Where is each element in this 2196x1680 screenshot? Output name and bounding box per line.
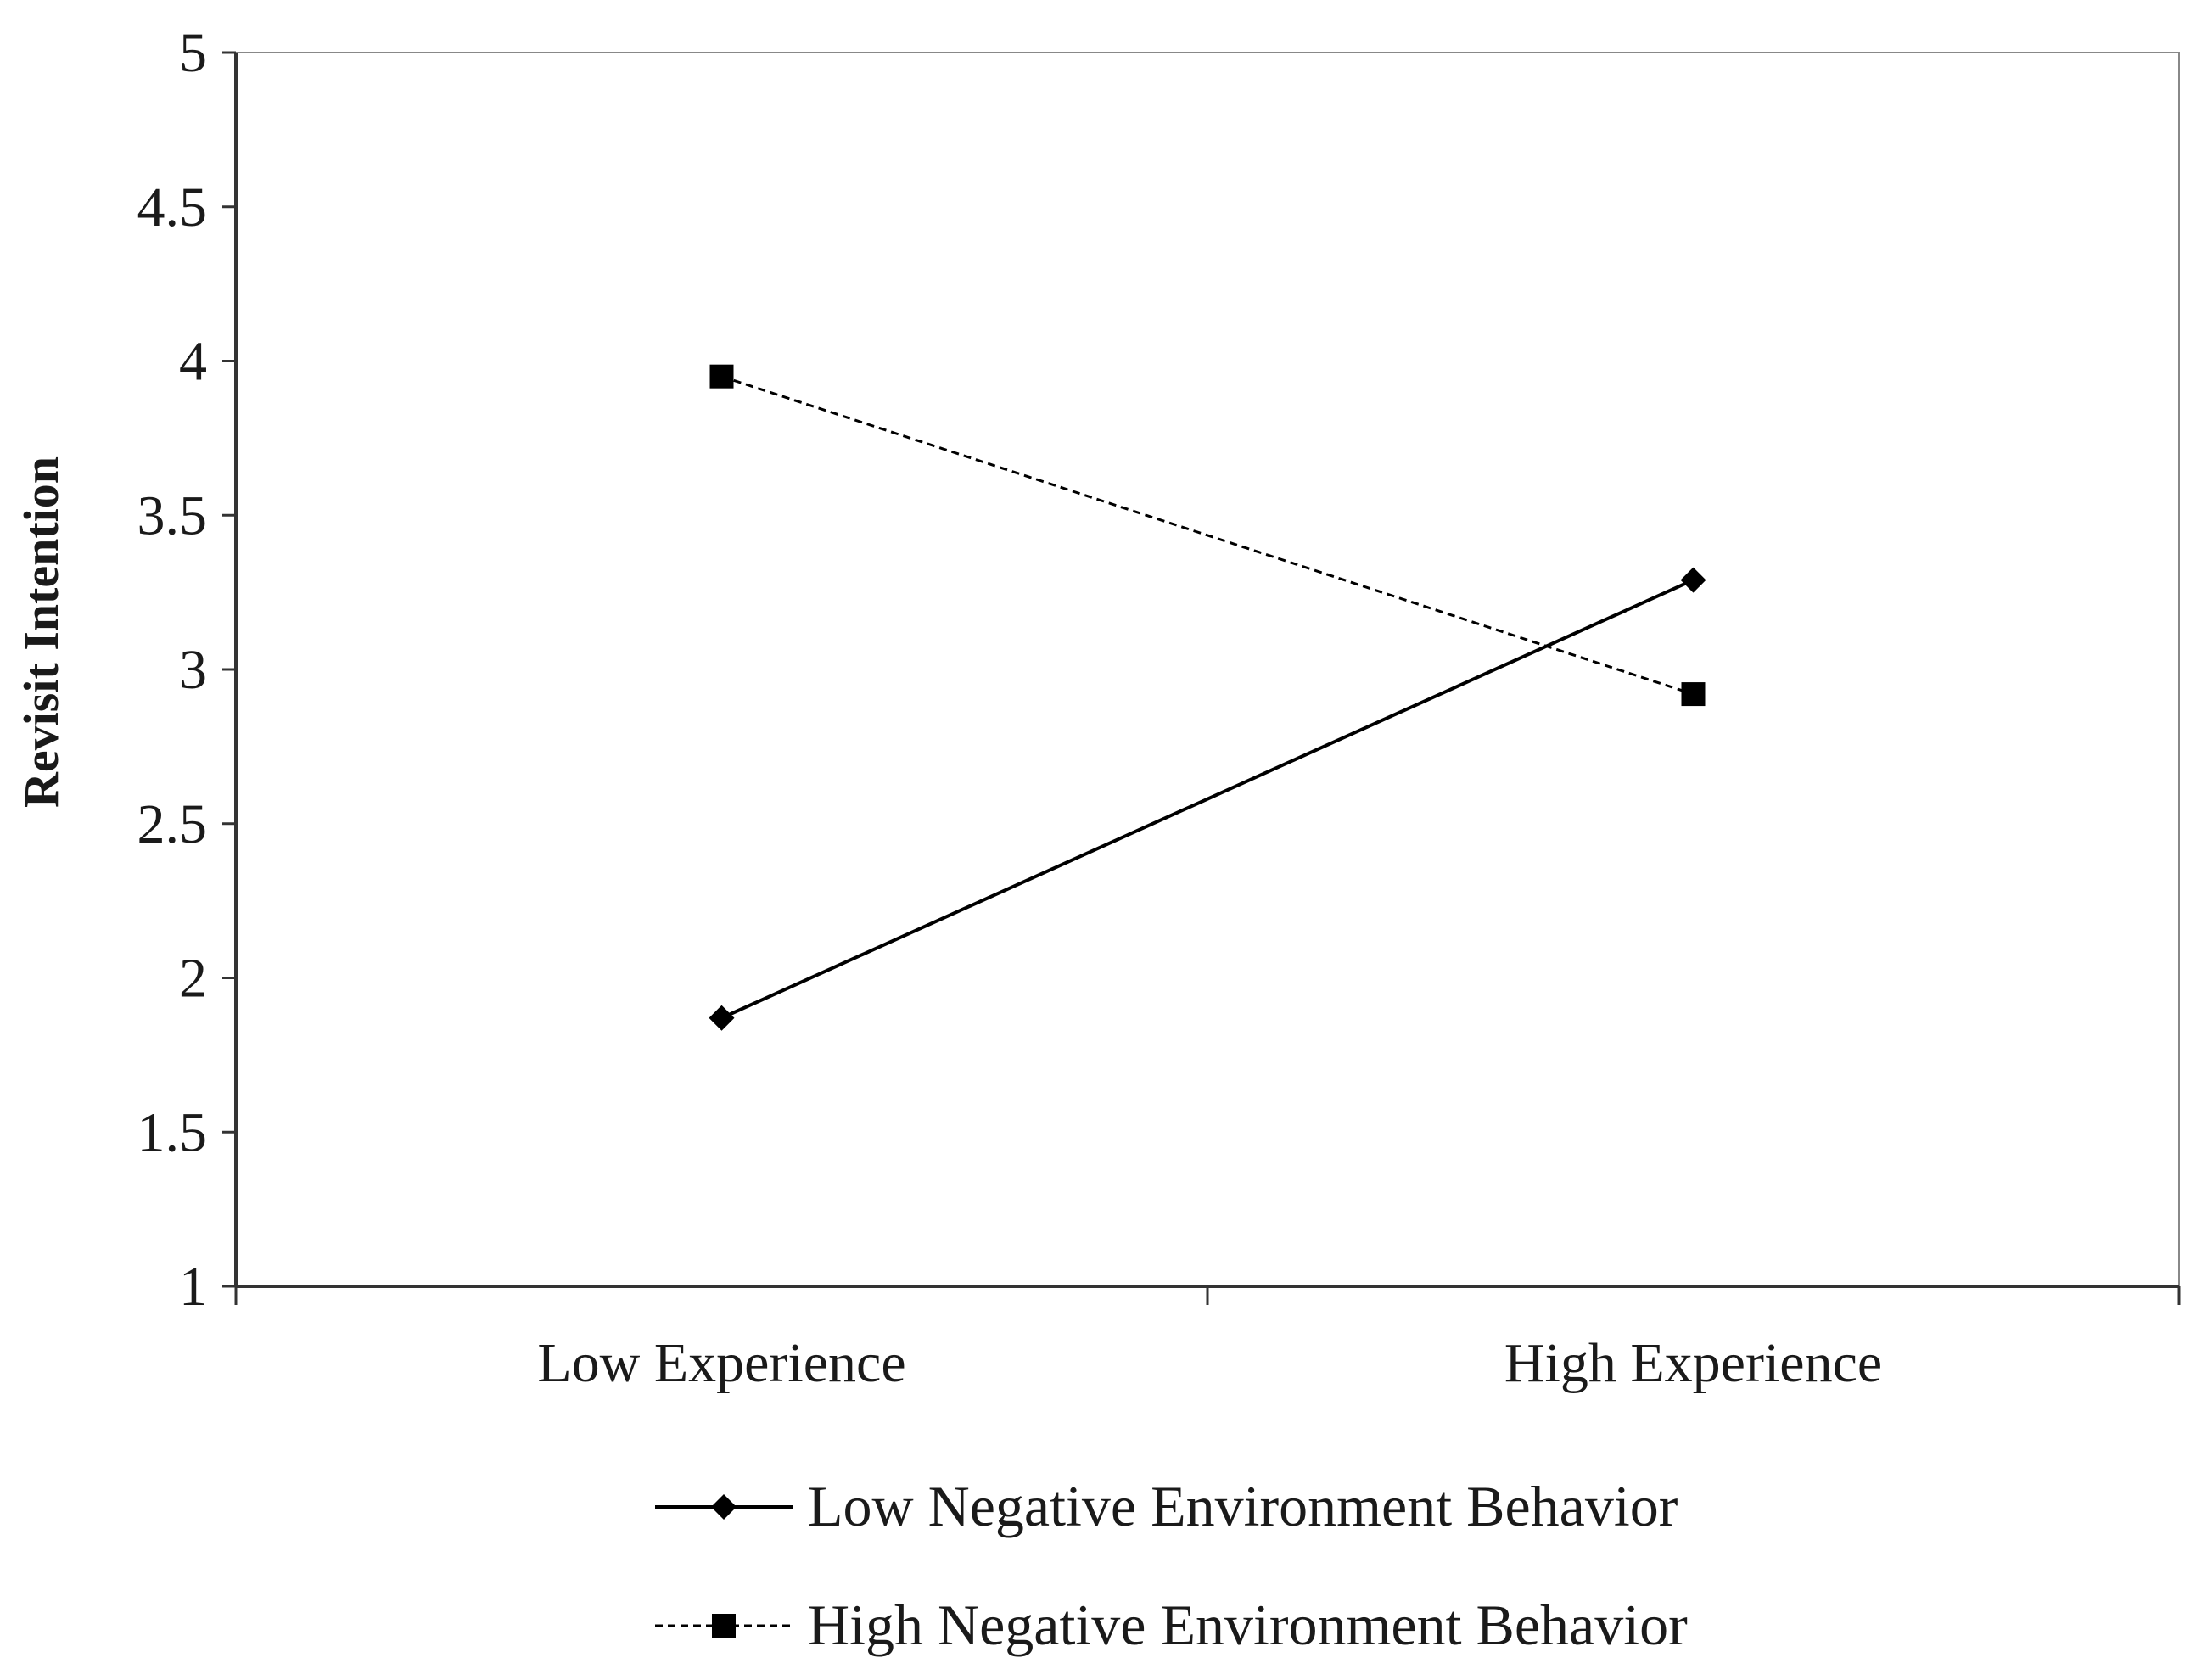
data-point-diamond bbox=[1680, 567, 1706, 593]
series-layer bbox=[709, 364, 1706, 1031]
y-tick-label: 5 bbox=[179, 22, 207, 84]
data-point-diamond bbox=[709, 1005, 735, 1031]
series-line bbox=[720, 578, 1695, 1020]
legend-label: Low Negative Environment Behavior bbox=[808, 1474, 1678, 1538]
y-tick-label: 2.5 bbox=[137, 793, 208, 855]
data-point-square bbox=[1681, 682, 1706, 707]
x-category-label: Low Experience bbox=[537, 1332, 905, 1394]
y-tick-label: 4.5 bbox=[137, 176, 208, 238]
legend-marker-diamond bbox=[711, 1494, 737, 1520]
y-tick-label: 3.5 bbox=[137, 484, 208, 546]
x-axis-ticks: Low Experience High Experience bbox=[234, 1286, 2181, 1394]
plot-area bbox=[234, 52, 2180, 1288]
y-tick-label: 2 bbox=[179, 948, 207, 1010]
data-point-square bbox=[709, 364, 734, 389]
plot-border bbox=[235, 52, 2180, 1287]
legend: Low Negative Environment Behavior High Ne… bbox=[655, 1474, 1688, 1657]
legend-label: High Negative Environment Behavior bbox=[808, 1593, 1688, 1657]
legend-marker-square bbox=[712, 1614, 736, 1638]
y-tick-label: 4 bbox=[179, 331, 207, 393]
y-tick-label: 1 bbox=[179, 1256, 207, 1318]
legend-item-1: Low Negative Environment Behavior bbox=[655, 1474, 1678, 1538]
x-category-label: High Experience bbox=[1504, 1332, 1882, 1394]
y-tick-label: 3 bbox=[179, 639, 207, 701]
series-1 bbox=[709, 567, 1706, 1031]
y-axis-ticks: 1 1.5 2 2.5 3 3.5 4 4.5 5 bbox=[137, 22, 236, 1318]
y-tick-label: 1.5 bbox=[137, 1101, 208, 1163]
series-2 bbox=[709, 364, 1706, 707]
y-axis-title: Revisit Intention bbox=[14, 456, 69, 808]
legend-item-2: High Negative Environment Behavior bbox=[655, 1593, 1688, 1657]
series-line bbox=[721, 375, 1694, 696]
